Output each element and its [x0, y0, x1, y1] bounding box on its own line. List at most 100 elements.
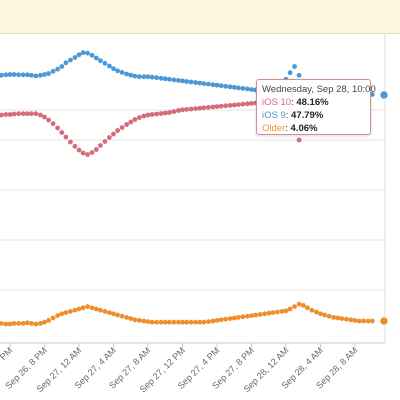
data-point	[42, 72, 47, 77]
data-point	[193, 319, 199, 325]
data-point	[63, 60, 69, 66]
data-point	[266, 310, 272, 316]
data-point	[292, 304, 297, 309]
data-point	[16, 321, 21, 326]
data-point	[245, 313, 250, 319]
data-point	[158, 319, 164, 325]
data-point	[55, 313, 60, 318]
data-point	[46, 71, 51, 76]
data-point	[167, 319, 172, 325]
data-point	[80, 150, 86, 156]
data-point	[279, 309, 285, 314]
data-point	[236, 102, 241, 107]
data-point	[231, 84, 237, 90]
data-point	[119, 125, 125, 130]
data-point	[227, 84, 233, 90]
data-point	[369, 92, 375, 97]
data-point	[20, 321, 26, 326]
data-point	[89, 305, 95, 311]
data-point	[167, 110, 172, 115]
data-point	[46, 318, 51, 323]
data-point	[365, 318, 371, 324]
data-point	[245, 86, 250, 92]
data-point	[3, 112, 9, 117]
data-point	[218, 83, 224, 89]
data-point	[314, 309, 319, 315]
data-point	[218, 103, 224, 109]
data-point	[137, 318, 142, 323]
data-point	[154, 75, 160, 81]
data-point	[223, 316, 229, 322]
hover-marker	[379, 90, 389, 100]
data-point	[283, 308, 289, 314]
data-point	[141, 113, 147, 119]
data-point	[42, 319, 47, 325]
data-point	[245, 101, 250, 107]
data-point	[59, 311, 65, 317]
data-point	[201, 81, 207, 86]
data-point	[93, 306, 99, 312]
tooltip-value-older: 4.06%	[290, 123, 318, 134]
data-point	[162, 76, 168, 82]
data-point	[287, 306, 293, 312]
data-point	[171, 319, 177, 325]
data-point	[171, 77, 177, 83]
data-point	[270, 310, 276, 315]
data-point	[111, 131, 116, 137]
data-point	[176, 319, 181, 325]
data-point	[249, 313, 254, 318]
data-point	[24, 111, 30, 117]
data-point	[29, 111, 34, 117]
data-point	[214, 82, 220, 88]
data-point	[214, 104, 220, 109]
data-point	[68, 57, 73, 63]
data-point	[89, 150, 95, 155]
data-point	[275, 309, 280, 315]
data-point	[326, 313, 332, 319]
data-point	[154, 111, 160, 117]
data-point	[11, 72, 17, 77]
data-point	[162, 110, 168, 116]
data-point	[107, 310, 112, 315]
data-point	[16, 72, 21, 78]
data-point	[93, 55, 99, 61]
data-point	[145, 74, 151, 80]
data-point	[38, 72, 43, 78]
data-point	[93, 147, 99, 152]
data-point	[356, 318, 362, 324]
data-point	[240, 101, 246, 107]
data-point	[102, 309, 108, 314]
data-point	[171, 109, 177, 114]
data-point	[206, 319, 211, 324]
data-point	[76, 52, 82, 58]
data-point	[72, 55, 78, 60]
data-point	[145, 112, 151, 118]
series-older	[0, 301, 375, 327]
data-point	[55, 66, 60, 72]
data-point	[85, 304, 90, 309]
data-point	[20, 72, 26, 78]
data-point	[262, 311, 267, 317]
data-point	[68, 309, 73, 314]
data-point	[180, 319, 185, 325]
data-point	[63, 310, 69, 315]
data-point	[309, 307, 315, 313]
data-point	[335, 315, 341, 321]
data-point	[176, 108, 181, 113]
data-point	[149, 112, 155, 117]
data-point	[124, 315, 129, 320]
data-point	[80, 305, 86, 311]
data-point	[42, 114, 47, 120]
data-point	[210, 104, 216, 110]
data-point	[180, 78, 185, 84]
data-point	[38, 112, 43, 118]
data-point	[115, 128, 120, 133]
data-point	[0, 112, 4, 118]
data-point	[201, 319, 207, 325]
data-point	[180, 107, 185, 113]
data-point	[184, 79, 190, 84]
data-point	[231, 315, 237, 321]
data-point	[348, 317, 354, 323]
data-point	[369, 318, 375, 324]
data-point	[98, 143, 103, 148]
